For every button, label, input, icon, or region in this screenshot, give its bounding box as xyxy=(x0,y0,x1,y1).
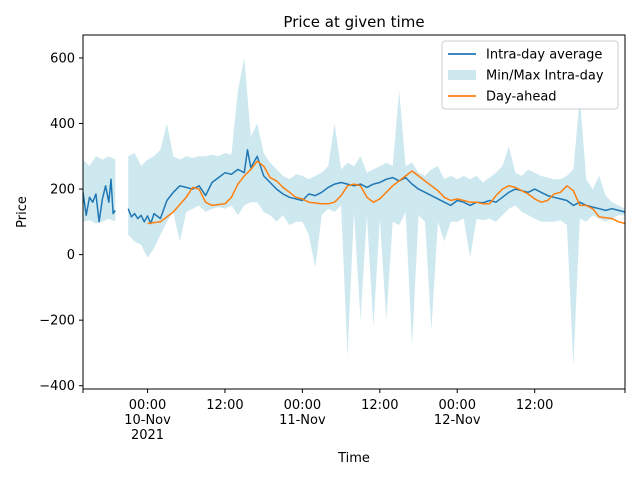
x-tick-label: 11-Nov xyxy=(279,413,326,428)
x-tick-label: 12:00 xyxy=(361,398,398,413)
y-tick-label: 200 xyxy=(50,183,75,198)
legend-minmax-intraday-label: Min/Max Intra-day xyxy=(486,69,604,84)
legend-box xyxy=(441,40,619,110)
x-tick-label: 10-Nov xyxy=(124,413,171,428)
x-tick-label: 12:00 xyxy=(206,398,243,413)
y-tick-label: −200 xyxy=(39,314,75,329)
x-tick-label: 12-Nov xyxy=(434,413,481,428)
x-tick-label: 00:00 xyxy=(284,398,321,413)
y-axis-label: Price xyxy=(15,196,30,228)
intraday-average-line-segment-0 xyxy=(83,178,116,223)
x-tick-label: 00:00 xyxy=(129,398,166,413)
legend: Intra-day average Min/Max Intra-day Day-ah… xyxy=(441,40,619,110)
day-ahead-line-segment-0 xyxy=(147,160,625,225)
minmax-band-segment-1 xyxy=(128,57,625,367)
y-tick-label: −400 xyxy=(39,379,75,394)
y-tick-label: 400 xyxy=(50,117,75,132)
legend-day-ahead-label: Day-ahead xyxy=(486,90,557,105)
minmax-band-segment-0 xyxy=(83,156,116,224)
x-axis-label: Time xyxy=(337,451,370,466)
plot-frame xyxy=(82,34,626,390)
x-tick-label: 12:00 xyxy=(516,398,553,413)
legend-intraday-average-label: Intra-day average xyxy=(486,48,602,63)
intraday-average-line-segment-1 xyxy=(127,148,625,225)
legend-minmax-intraday-swatch xyxy=(448,70,476,80)
x-tick-label: 00:00 xyxy=(439,398,476,413)
plot-series-group xyxy=(83,57,625,367)
y-tick-label: 600 xyxy=(50,51,75,66)
x-tick-label: 2021 xyxy=(131,428,164,443)
plot-area xyxy=(83,57,625,367)
chart-title: Price at given time xyxy=(283,13,424,31)
y-tick-label: 0 xyxy=(67,248,75,263)
